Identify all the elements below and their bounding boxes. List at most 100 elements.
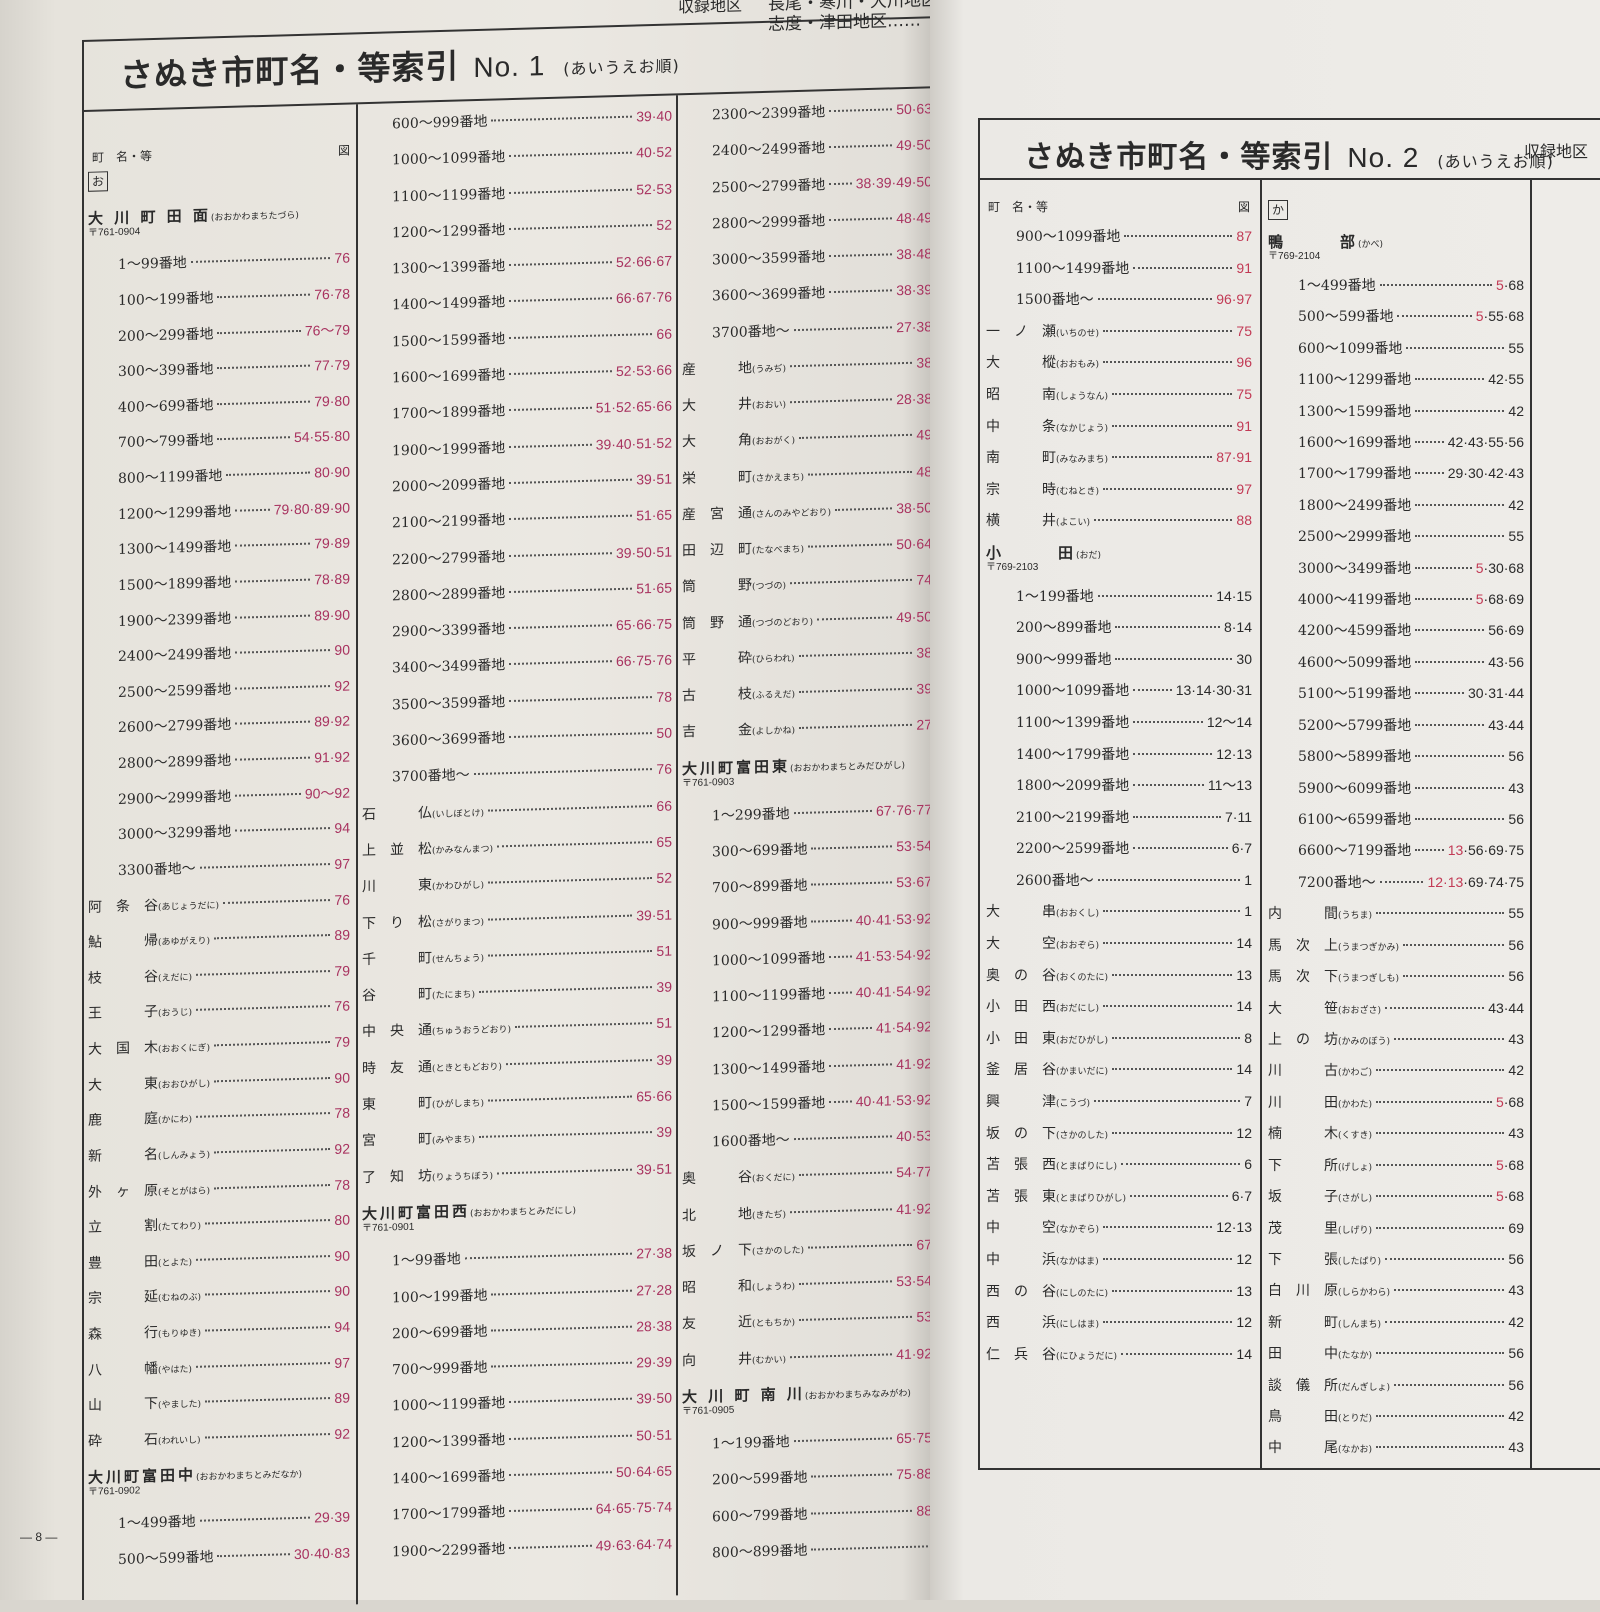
map-page-black: 66·75·76 xyxy=(615,651,672,670)
dot-leader xyxy=(1394,1037,1505,1040)
dot-leader xyxy=(1103,942,1233,945)
recorded-area-line: 志度・津田地区…… xyxy=(768,10,921,35)
map-page-numbers: 55 xyxy=(1508,905,1524,921)
place-entry: 一 ノ 瀬 (いちのせ) 75 xyxy=(986,321,1252,343)
map-page-numbers: 41·92 xyxy=(896,1055,932,1072)
map-page-black: 38·50 xyxy=(896,499,932,517)
dot-leader xyxy=(829,217,893,221)
entry-name: 釜 居 谷 xyxy=(986,1062,1056,1079)
entry-reading: (くすき) xyxy=(1338,1131,1373,1142)
map-page-numbers: 12·13 xyxy=(1216,746,1252,762)
entry-name: 1500〜1899番地 xyxy=(118,574,232,594)
map-page-black: 90 xyxy=(334,1282,350,1300)
map-page-numbers: 66 xyxy=(656,797,672,813)
map-page-black: 92 xyxy=(334,1140,350,1157)
district-name: 大川町富田中(おおかわまちとみだなか) xyxy=(88,1460,302,1487)
map-page-black: 52·53·66 xyxy=(615,361,672,380)
map-page-numbers: 87·91 xyxy=(1216,449,1252,465)
entry-name: 600〜999番地 xyxy=(392,113,488,133)
dot-leader xyxy=(205,1326,331,1332)
map-page-numbers: 43 xyxy=(1508,1439,1524,1455)
column-divider xyxy=(356,104,358,1605)
map-page-numbers: 5·68 xyxy=(1496,1157,1524,1173)
title-text: さぬき市町名・等索引 xyxy=(120,46,460,95)
map-page-numbers: 51·52·65·66 xyxy=(596,398,672,416)
map-page-black: ·55·68 xyxy=(1483,308,1524,325)
address-range-entry: 2000〜2099番地 39·51 xyxy=(362,468,672,499)
dot-leader xyxy=(1112,1068,1233,1071)
entry-reading: (われいし) xyxy=(158,1435,201,1447)
place-entry: 大 笹 (おおざさ) 43·44 xyxy=(1268,998,1524,1020)
map-page-black: 41·53·54·92 xyxy=(855,946,932,965)
entry-name: 4200〜4599番地 xyxy=(1298,623,1412,640)
dot-leader xyxy=(811,1473,893,1478)
map-page-black: 1 xyxy=(1244,871,1252,888)
dot-leader xyxy=(1376,1163,1492,1166)
map-page-numbers: 87 xyxy=(1236,228,1252,244)
entry-reading: (とりだ) xyxy=(1338,1414,1373,1425)
address-range-entry: 1700〜1799番地 64·65·75·74 xyxy=(362,1497,672,1528)
map-page-black: 39 xyxy=(656,1123,672,1141)
map-page-numbers: 75 xyxy=(1236,386,1252,402)
map-page-numbers: 39 xyxy=(656,979,672,995)
map-page-numbers: 30·40·83 xyxy=(294,1544,350,1562)
entry-name: 200〜699番地 xyxy=(392,1323,488,1343)
dot-leader xyxy=(205,1397,331,1403)
entry-name: 1200〜1299番地 xyxy=(118,503,232,523)
map-page-black: 1 xyxy=(1244,903,1252,920)
map-page-numbers: 56 xyxy=(1508,1345,1524,1361)
map-page-red: 5 xyxy=(1495,276,1504,293)
address-range-entry: 200〜699番地 28·38 xyxy=(362,1315,672,1346)
place-entry: 楠 木 (くすき) 43 xyxy=(1268,1123,1524,1145)
entry-name: 大 国 木 xyxy=(88,1039,158,1058)
entry-name: 1100〜1399番地 xyxy=(1016,714,1130,731)
section-kana-row: か xyxy=(1268,200,1524,222)
address-range-entry: 1600〜1699番地 42·43·55·56 xyxy=(1268,432,1524,454)
entry-reading: (おおざさ) xyxy=(1338,1005,1382,1016)
dot-leader xyxy=(223,898,331,904)
entry-reading: (かわた) xyxy=(1338,1099,1373,1110)
dot-leader xyxy=(509,478,633,485)
dot-leader xyxy=(1124,235,1233,237)
dot-leader xyxy=(509,514,633,521)
entry-name: 1〜199番地 xyxy=(1016,588,1094,605)
map-page-numbers: 12·13·69·74·75 xyxy=(1427,874,1524,890)
address-range-entry: 1300〜1499番地 79·89 xyxy=(88,533,350,562)
district-name: 小 田(おだ) xyxy=(986,542,1101,563)
entry-name: 1100〜1499番地 xyxy=(1016,260,1130,277)
map-page-numbers: 50·64·65 xyxy=(616,1463,672,1481)
entry-name: 1〜199番地 xyxy=(712,1434,790,1453)
dot-leader xyxy=(509,624,612,630)
entry-reading: (やはた) xyxy=(158,1364,192,1376)
entry-name: 3300番地〜 xyxy=(118,860,196,879)
entry-reading: (おおくし) xyxy=(1056,909,1100,920)
entry-reading: (おだひがし) xyxy=(1056,1035,1109,1046)
entry-name: 大 井 xyxy=(682,396,752,415)
entry-reading: (なかはま) xyxy=(1056,1257,1099,1267)
dot-leader xyxy=(509,660,612,666)
entry-name: 八 幡 xyxy=(88,1360,158,1379)
address-range-entry: 1600番地〜 40·53 xyxy=(682,1125,932,1154)
entry-name: 600〜799番地 xyxy=(712,1506,808,1525)
district-reading: (かべ) xyxy=(1358,240,1384,251)
map-page-numbers: 27·38 xyxy=(896,318,932,335)
map-page-black: 39·50·51 xyxy=(615,543,672,561)
entry-name: 1300〜1599番地 xyxy=(1298,403,1412,420)
dot-leader xyxy=(488,804,653,812)
map-page-red: 5 xyxy=(1495,1156,1504,1173)
dot-leader xyxy=(214,1147,331,1154)
place-entry: 下 所 (げしょ) 5·68 xyxy=(1268,1155,1524,1177)
entry-reading: (にしのたに) xyxy=(1056,1288,1109,1299)
place-entry: 山 下 (やました) 89 xyxy=(88,1388,350,1417)
place-entry: 昭 南 (しょうなん) 75 xyxy=(986,384,1252,406)
dot-leader xyxy=(1097,298,1213,301)
place-entry: 奥 谷 (おくだに) 54·77 xyxy=(682,1162,932,1191)
map-page-black: 7 xyxy=(1244,1093,1252,1110)
map-page-numbers: 42 xyxy=(1508,1062,1524,1078)
entry-name: 阿 条 谷 xyxy=(88,897,158,916)
map-page-numbers: 41·92 xyxy=(896,1200,932,1217)
entry-reading: (むかい) xyxy=(752,1354,787,1366)
entry-reading: (げしょ) xyxy=(1338,1162,1373,1173)
map-page-numbers: 49·50 xyxy=(896,608,932,625)
address-range-entry: 2900〜2999番地 90〜92 xyxy=(88,782,350,811)
